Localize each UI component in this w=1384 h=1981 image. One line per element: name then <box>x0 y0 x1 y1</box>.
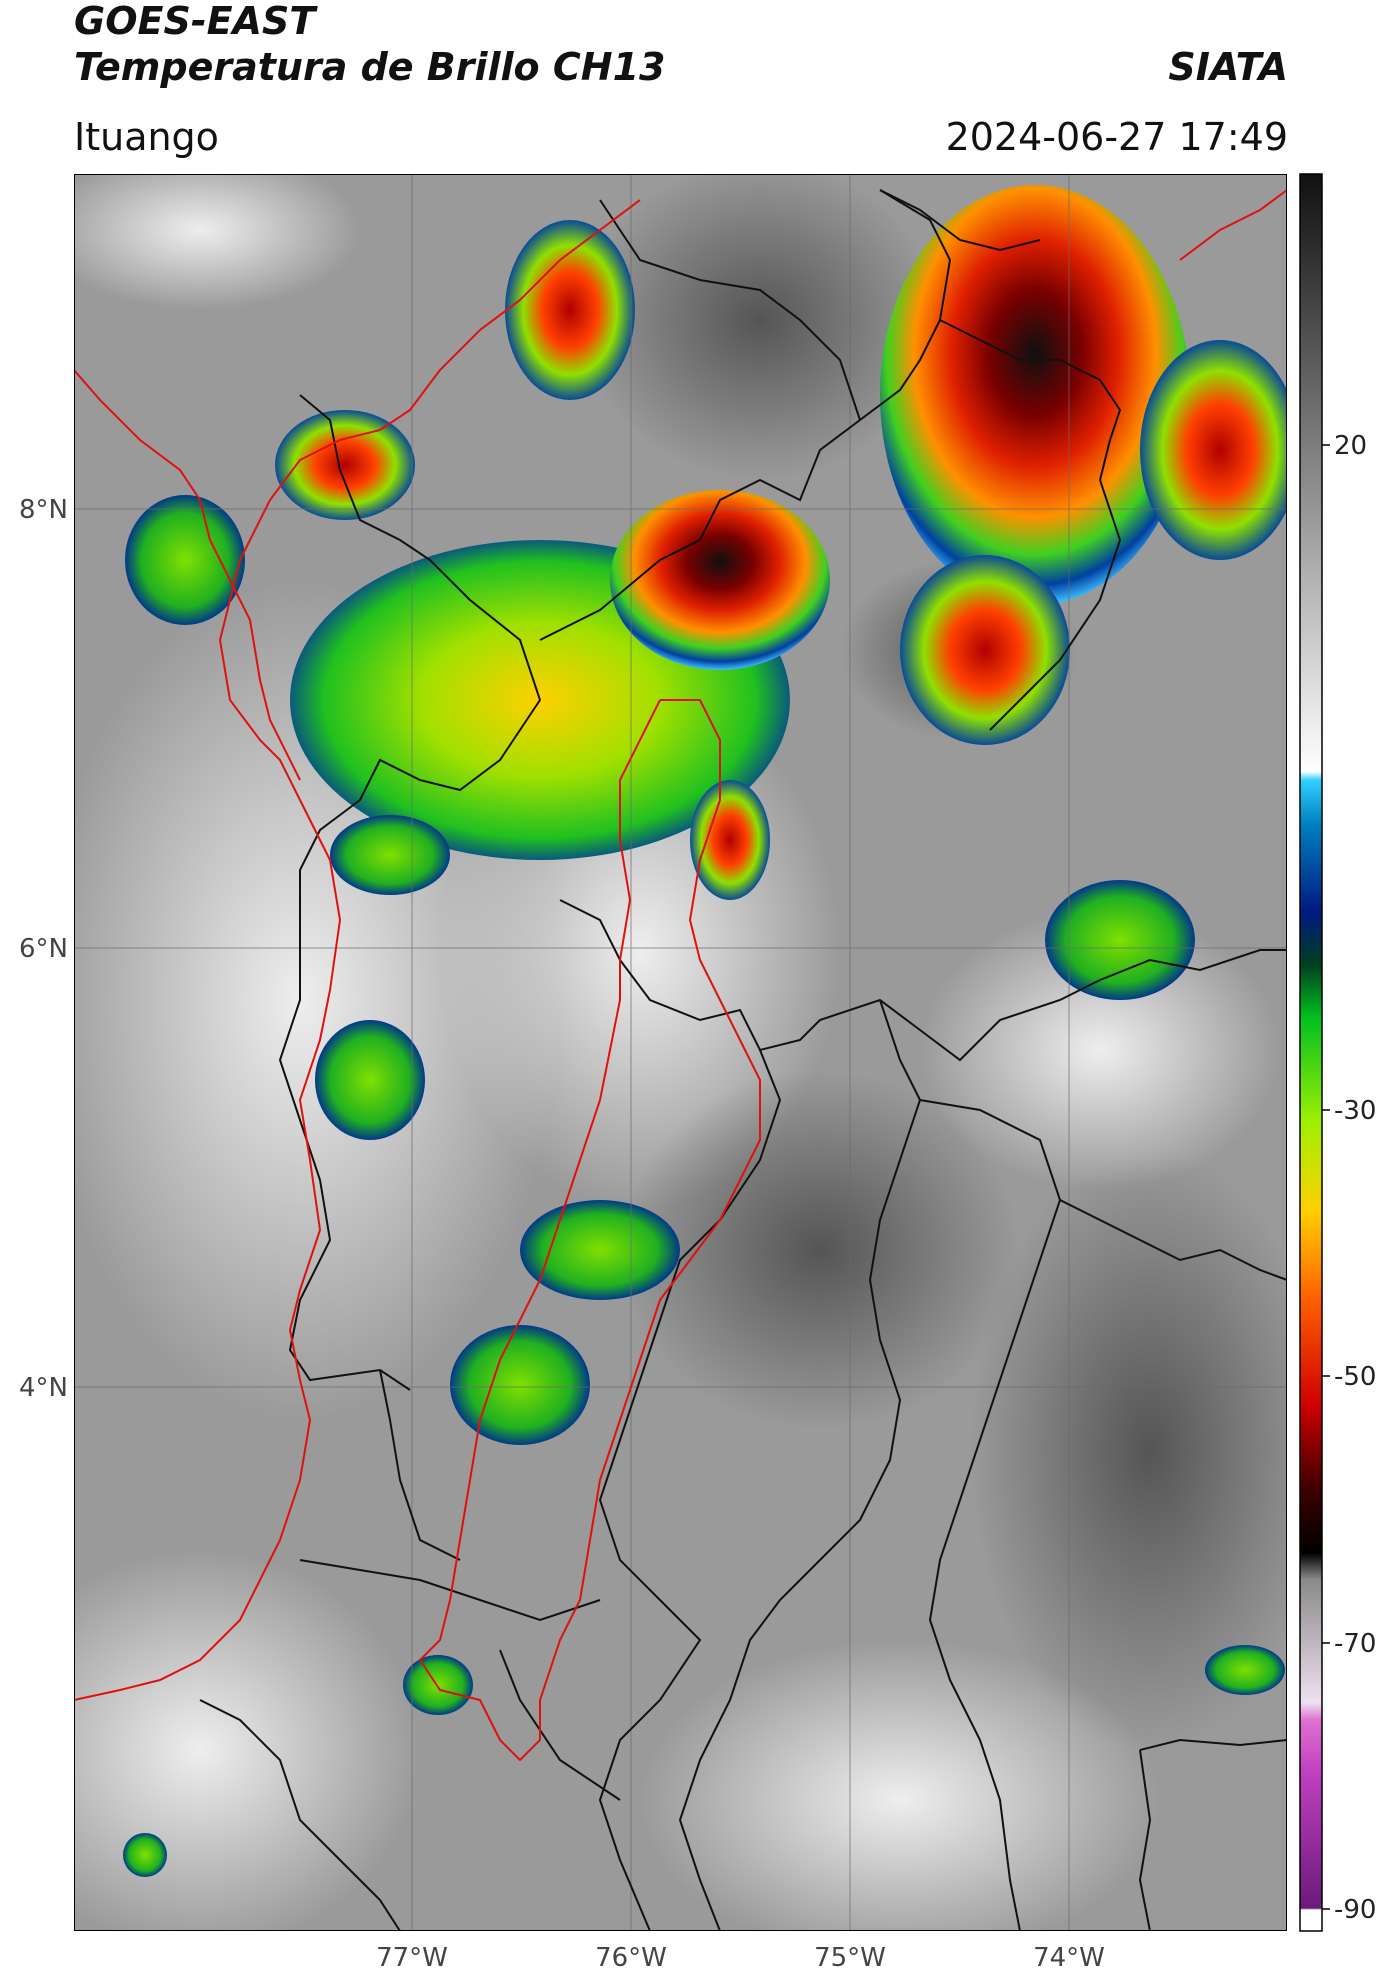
lon-label-75: 75°W <box>814 1943 886 1973</box>
product-title: Temperatura de Brillo CH13 <box>74 45 666 89</box>
colorbar-scale <box>1299 173 1323 1932</box>
convective-cells <box>123 185 1287 1877</box>
political-borders <box>199 189 1287 1931</box>
ir-background <box>74 174 1287 1931</box>
lon-label-77: 77°W <box>376 1943 448 1973</box>
lon-tick-labels: 77°W 76°W 75°W 74°W <box>376 1943 1105 1973</box>
org-label: SIATA <box>1168 45 1288 89</box>
colorbar: 20 -30 -50 -70 -90 <box>1299 173 1376 1932</box>
region-borders <box>74 189 1287 1762</box>
colorbar-tick-minus90: -90 <box>1334 1895 1376 1925</box>
satellite-title: GOES-EAST <box>74 0 316 43</box>
lat-tick-labels: 8°N 6°N 4°N <box>19 495 68 1403</box>
colorbar-tick-minus50: -50 <box>1334 1362 1376 1392</box>
colorbar-tick-minus70: -70 <box>1334 1629 1376 1659</box>
graticule <box>74 174 1287 1931</box>
location-label: Ituango <box>74 115 219 159</box>
lon-label-74: 74°W <box>1033 1943 1105 1973</box>
lon-label-76: 76°W <box>595 1943 667 1973</box>
colorbar-tick-20: 20 <box>1334 431 1367 461</box>
datetime-label: 2024-06-27 17:49 <box>945 115 1288 159</box>
colorbar-tick-minus30: -30 <box>1334 1096 1376 1126</box>
lat-label-6: 6°N <box>19 934 68 964</box>
lat-label-8: 8°N <box>19 495 68 525</box>
lat-label-4: 4°N <box>19 1373 68 1403</box>
